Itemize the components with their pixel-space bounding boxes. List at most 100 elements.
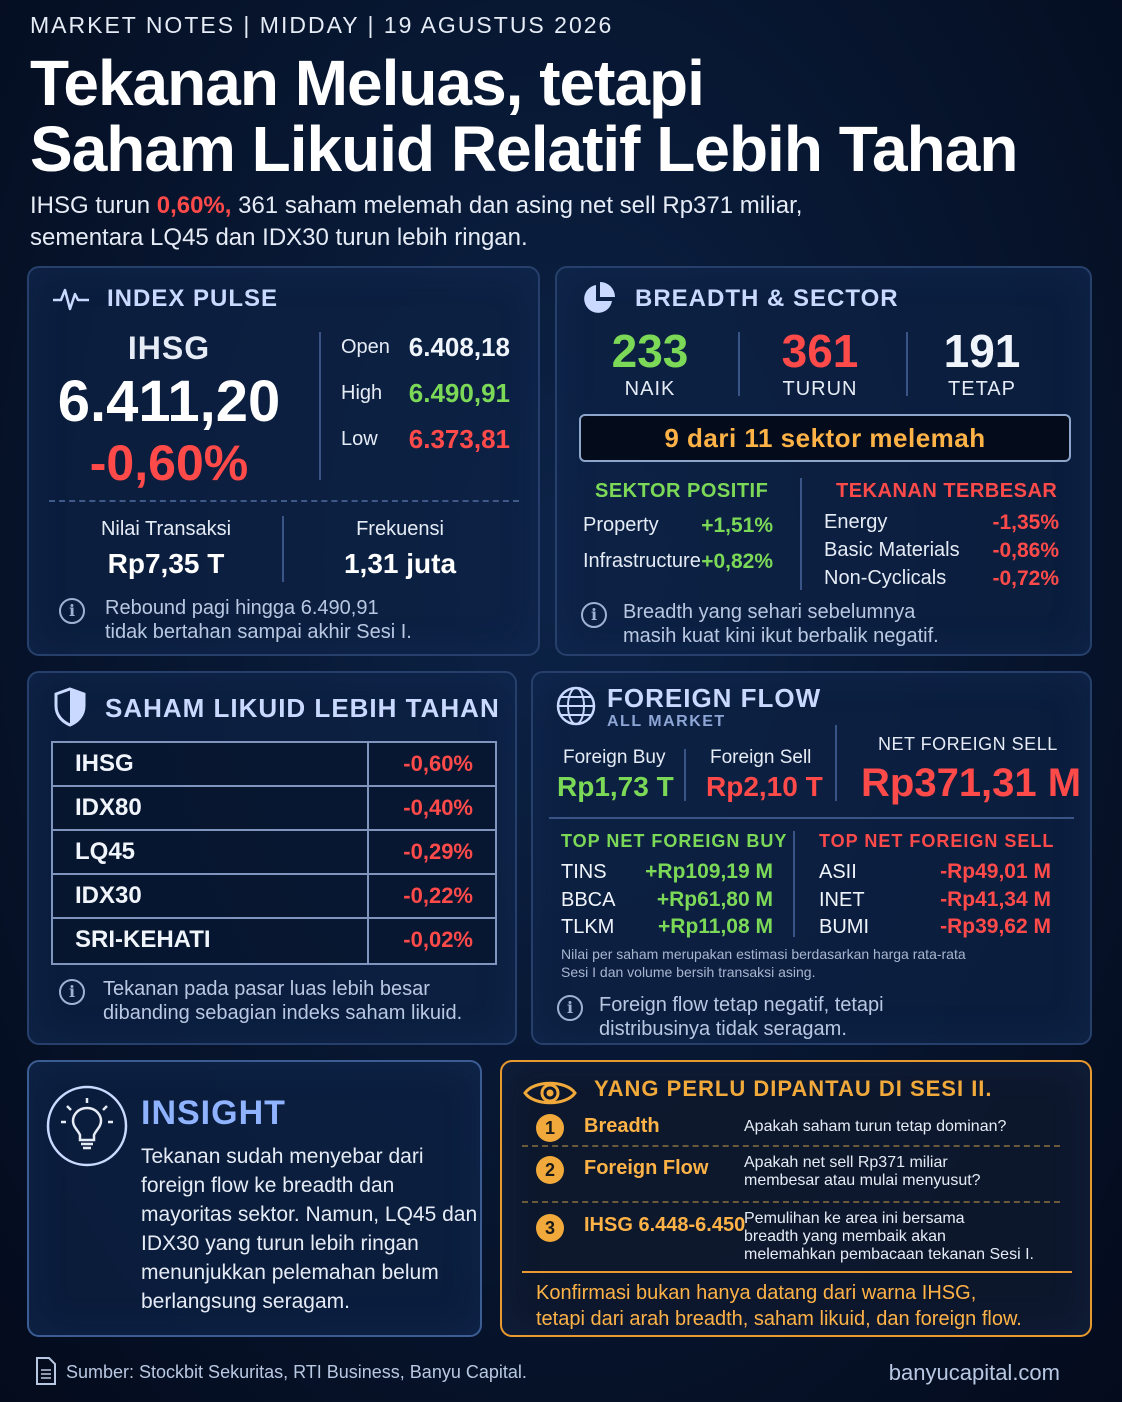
table-row: LQ45 -0,29%	[53, 831, 495, 875]
dashed-divider	[49, 500, 519, 502]
low-value: 6.373,81	[408, 424, 510, 454]
sector-change: -0,86%	[992, 539, 1059, 562]
pressure-sector-header: TEKANAN TERBESAR	[836, 480, 1058, 502]
stock-code: BBCA	[561, 889, 616, 911]
insight-panel: INSIGHT Tekanan sudah menyebar dari fore…	[27, 1060, 482, 1337]
sector-name: Basic Materials	[824, 539, 960, 561]
watch-item-desc: Apakah saham turun tetap dominan?	[744, 1118, 1006, 1136]
liquid-stocks-panel: SAHAM LIKUID LEBIH TAHAN IHSG -0,60% IDX…	[27, 671, 517, 1045]
open-value: 6.408,18	[408, 332, 510, 362]
foreign-flow-panel: FOREIGN FLOW ALL MARKET Foreign Buy Rp1,…	[531, 671, 1092, 1045]
methodology-note: Nilai per saham merupakan estimasi berda…	[561, 945, 966, 981]
watch-conclusion: Konfirmasi bukan hanya datang dari warna…	[536, 1280, 1022, 1332]
insight-body: Tekanan sudah menyebar dari foreign flow…	[141, 1145, 478, 1313]
positive-sector-header: SEKTOR POSITIF	[595, 480, 769, 502]
desc-line: Apakah saham turun tetap dominan?	[744, 1118, 1007, 1135]
stock-code: BUMI	[819, 916, 869, 938]
watch-item-title: Foreign Flow	[584, 1157, 709, 1179]
stock-code: ASII	[819, 861, 857, 883]
note-line: Nilai per saham merupakan estimasi berda…	[561, 946, 966, 962]
foreign-buy-label: Foreign Buy	[563, 747, 666, 768]
conclusion-line: Konfirmasi bukan hanya datang dari warna…	[536, 1282, 977, 1304]
divider	[800, 478, 802, 590]
divider	[906, 332, 908, 396]
info-icon: i	[557, 995, 583, 1021]
divider	[549, 817, 1074, 819]
note-line: distribusinya tidak seragam.	[599, 1018, 847, 1040]
insight-title: INSIGHT	[141, 1094, 286, 1132]
watchlist-title: YANG PERLU DIPANTAU DI SESI II.	[594, 1076, 993, 1101]
note-line: Breadth yang sehari sebelumnya	[623, 601, 916, 623]
top-buy-header: TOP NET FOREIGN BUY	[561, 831, 788, 851]
table-row: SRI-KEHATI -0,02%	[53, 919, 495, 963]
desc-line: membesar atau mulai menyusut?	[744, 1172, 981, 1189]
sector-summary: 9 dari 11 sektor melemah	[579, 414, 1071, 462]
foreign-subtitle: ALL MARKET	[607, 713, 726, 730]
desc-line: melemahkan pembacaan tekanan Sesi I.	[744, 1246, 1034, 1263]
item-number: 2	[536, 1156, 564, 1184]
desc-line: Apakah net sell Rp371 miliar	[744, 1154, 948, 1171]
info-icon: i	[581, 602, 607, 628]
note-line: Tekanan pada pasar luas lebih besar	[103, 978, 430, 1000]
foreign-note: Foreign flow tetap negatif, tetapi distr…	[599, 993, 884, 1041]
source-text: Sumber: Stockbit Sekuritas, RTI Business…	[66, 1362, 527, 1382]
top-sell-header: TOP NET FOREIGN SELL	[819, 831, 1055, 851]
desc-line: breadth yang membaik akan	[744, 1228, 946, 1245]
divider	[319, 332, 321, 480]
decliners-count: 361	[781, 325, 859, 377]
open-label: Open	[341, 336, 390, 358]
sector-change: +0,82%	[701, 550, 773, 573]
index-name-cell: IDX30	[53, 875, 369, 917]
sector-change: -0,72%	[992, 567, 1059, 590]
index-name-cell: SRI-KEHATI	[53, 919, 369, 963]
index-value: 6.411,20	[57, 369, 281, 434]
kicker: MARKET NOTES | MIDDAY | 19 AGUSTUS 2026	[30, 12, 614, 38]
frequency-value: 1,31 juta	[343, 548, 457, 579]
liquid-index-table: IHSG -0,60% IDX80 -0,40% LQ45 -0,29% IDX…	[51, 741, 497, 965]
breadth-title: BREADTH & SECTOR	[635, 285, 899, 312]
subhead-highlight: 0,60%,	[156, 192, 232, 219]
low-label: Low	[341, 428, 378, 450]
net-amount: -Rp41,34 M	[940, 888, 1051, 911]
sector-name: Property	[583, 514, 659, 536]
subhead-part-a: IHSG turun	[30, 192, 157, 219]
unchanged-label: TETAP	[948, 378, 1016, 400]
divider	[738, 332, 740, 396]
info-icon: i	[59, 598, 85, 624]
note-line: tidak bertahan sampai akhir Sesi I.	[105, 621, 412, 643]
subheadline: IHSG turun 0,60%, 361 saham melemah dan …	[30, 190, 802, 254]
index-name-cell: IHSG	[53, 743, 369, 785]
index-change-cell: -0,02%	[403, 927, 473, 952]
sector-change: -1,35%	[992, 511, 1059, 534]
foreign-sell-value: Rp2,10 T	[706, 771, 823, 802]
sector-change: +1,51%	[701, 514, 773, 537]
advancers-label: NAIK	[624, 378, 676, 400]
watch-item-title: IHSG 6.448-6.450	[584, 1214, 746, 1236]
frequency-label: Frekuensi	[356, 518, 444, 540]
decliners-label: TURUN	[782, 378, 858, 400]
website-link[interactable]: banyucapital.com	[888, 1360, 1060, 1385]
turnover-value: Rp7,35 T	[107, 548, 225, 579]
advancers-count: 233	[611, 325, 689, 377]
note-line: masih kuat kini ikut berbalik negatif.	[623, 625, 939, 647]
net-amount: +Rp61,80 M	[656, 888, 773, 911]
divider	[282, 516, 284, 582]
net-amount: -Rp49,01 M	[940, 860, 1051, 883]
note-line: Foreign flow tetap negatif, tetapi	[599, 994, 884, 1016]
item-number: 1	[536, 1114, 564, 1142]
shield-icon	[54, 687, 86, 727]
net-amount: -Rp39,62 M	[940, 915, 1051, 938]
net-foreign-label: NET FOREIGN SELL	[878, 734, 1058, 754]
index-pulse-panel: INDEX PULSE IHSG 6.411,20 -0,60% Open 6.…	[27, 266, 540, 656]
liquid-note: Tekanan pada pasar luas lebih besar diba…	[103, 977, 462, 1025]
foreign-title: FOREIGN FLOW	[607, 683, 822, 713]
subhead-part-b: 361 saham melemah dan asing net sell Rp3…	[231, 192, 803, 219]
document-icon	[36, 1357, 56, 1385]
conclusion-line: tetapi dari arah breadth, saham likuid, …	[536, 1308, 1022, 1330]
turnover-label: Nilai Transaksi	[100, 518, 232, 540]
index-change: -0,60%	[89, 435, 249, 491]
item-number: 3	[536, 1214, 564, 1242]
index-change-cell: -0,29%	[403, 839, 473, 864]
desc-line: Pemulihan ke area ini bersama	[744, 1210, 965, 1227]
sector-name: Non-Cyclicals	[824, 567, 947, 589]
